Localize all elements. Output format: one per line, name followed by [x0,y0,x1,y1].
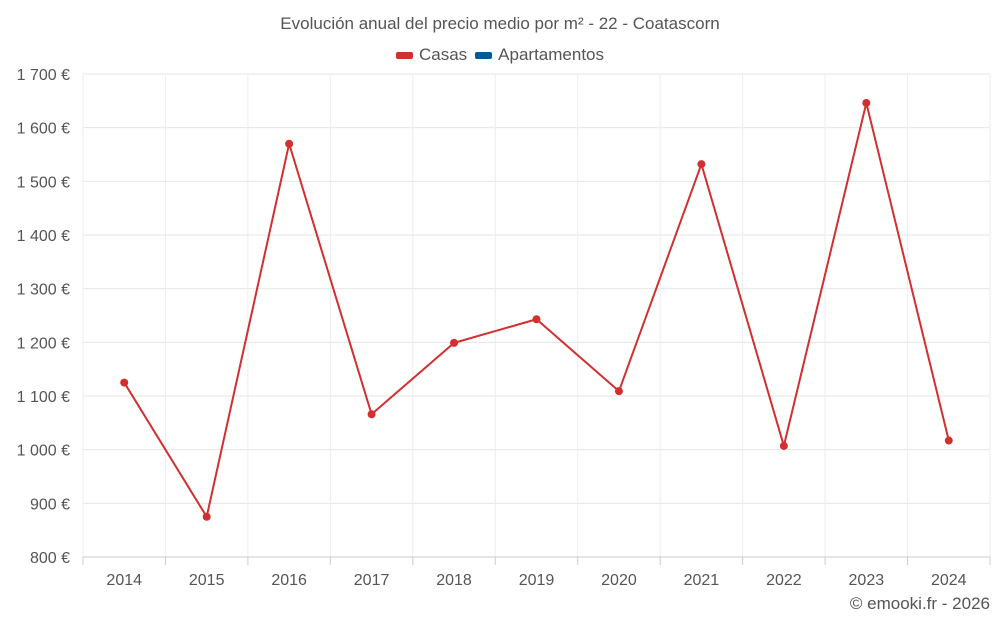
data-point [367,410,376,419]
x-tick-label: 2017 [354,572,390,589]
data-point [944,436,953,445]
y-tick-label: 1 300 € [17,282,70,299]
data-point [120,378,129,387]
x-tick-label: 2018 [436,572,472,589]
x-tick-label: 2020 [601,572,637,589]
x-tick-label: 2023 [849,572,885,589]
x-tick-label: 2021 [684,572,720,589]
legend-swatch-casas [395,51,413,59]
legend-swatch-apartamentos [475,51,493,59]
y-tick-label: 1 100 € [17,389,70,406]
x-tick-label: 2016 [271,572,307,589]
legend-item-casas[interactable]: Casas [395,45,468,65]
y-tick-label: 1 500 € [17,174,70,191]
y-tick-label: 1 600 € [17,121,70,138]
y-tick-label: 1 200 € [17,335,70,352]
y-tick-label: 800 € [30,550,70,567]
data-point [697,160,706,169]
data-point [450,338,459,347]
data-point [532,315,541,324]
y-tick-label: 1 700 € [17,67,70,84]
y-tick-label: 1 400 € [17,228,70,245]
data-point [202,512,211,521]
legend-label-apartamentos: Apartamentos [498,45,605,64]
data-point [862,98,871,107]
data-point [285,139,294,148]
legend: Casas Apartamentos [0,45,1000,65]
x-tick-label: 2022 [766,572,802,589]
x-tick-label: 2019 [519,572,555,589]
x-tick-label: 2015 [189,572,225,589]
data-point [614,387,623,396]
x-tick-label: 2014 [106,572,142,589]
y-tick-label: 900 € [30,496,70,513]
legend-label-casas: Casas [418,45,468,64]
y-tick-label: 1 000 € [17,443,70,460]
credit-text: © emooki.fr - 2026 [849,594,990,613]
x-tick-label: 2024 [931,572,967,589]
data-point [779,441,788,450]
legend-item-apartamentos[interactable]: Apartamentos [475,45,604,65]
chart-title: Evolución anual del precio medio por m² … [280,14,720,33]
